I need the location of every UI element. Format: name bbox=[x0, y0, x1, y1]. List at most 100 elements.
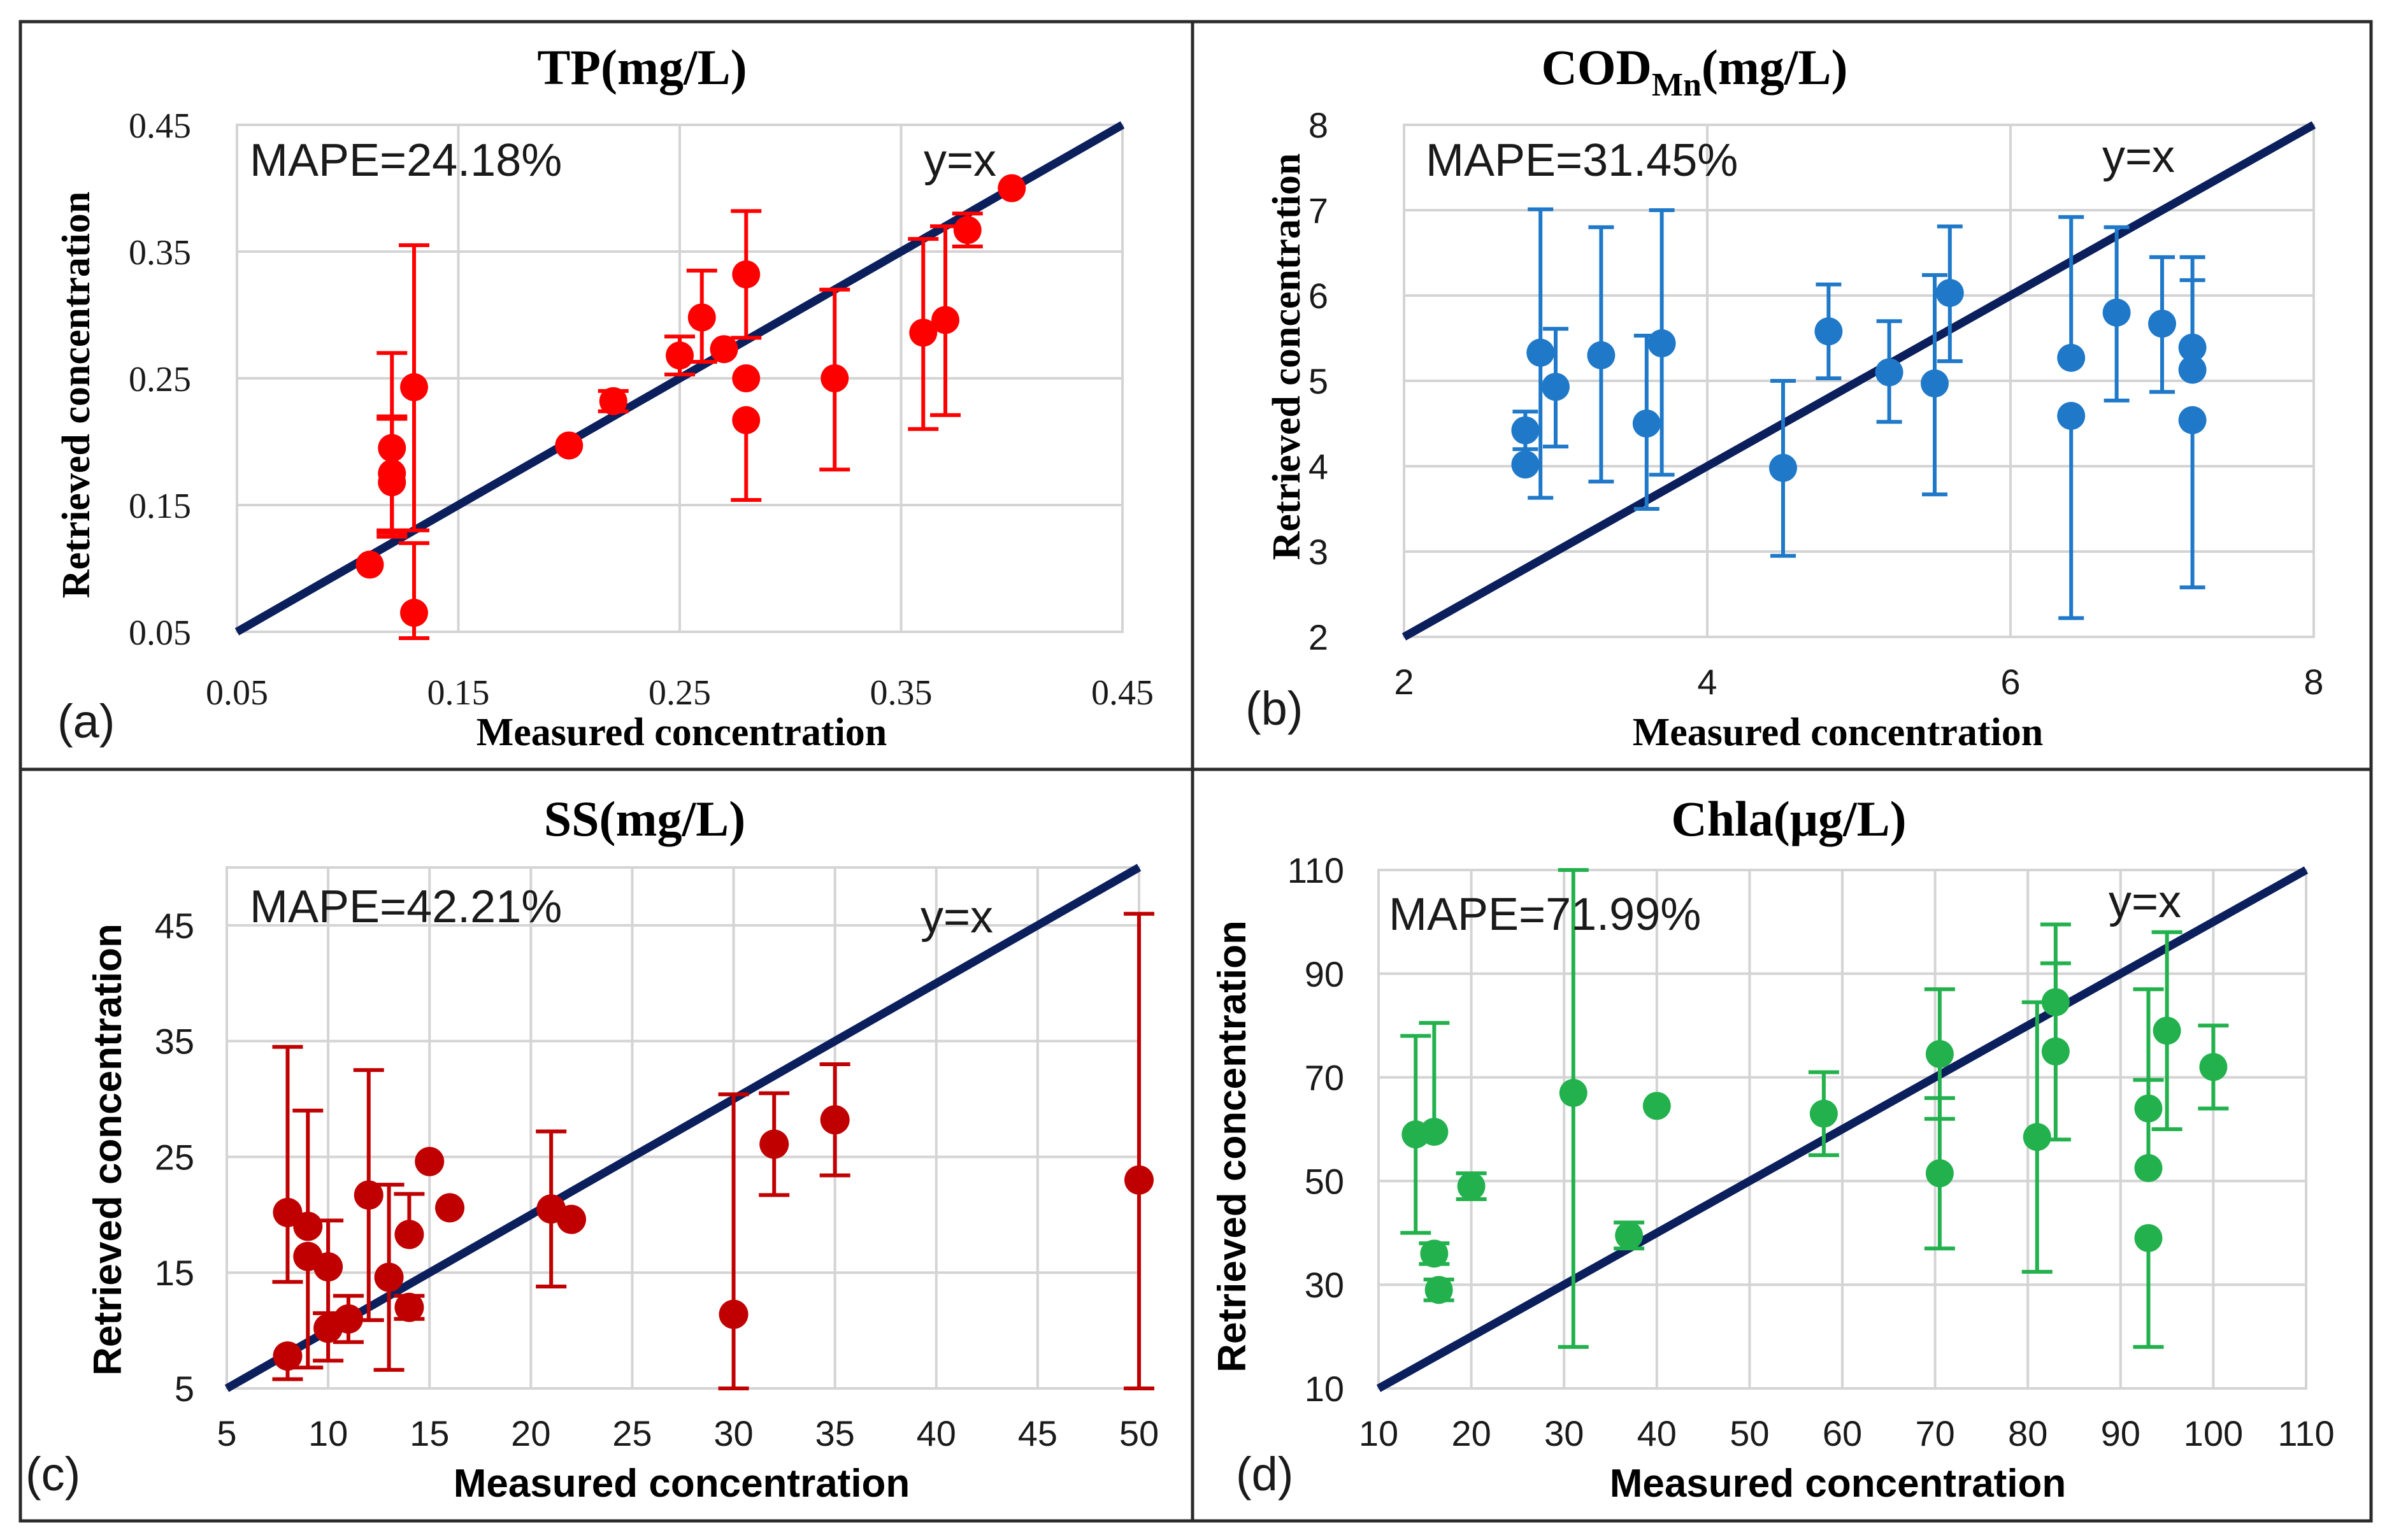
data-point bbox=[819, 287, 850, 472]
data-point bbox=[731, 209, 762, 340]
data-point-marker bbox=[556, 1204, 586, 1234]
y-tick-label: 3 bbox=[1308, 532, 1328, 572]
reference-line-label: y=x bbox=[924, 135, 996, 186]
x-tick-label: 0.15 bbox=[427, 673, 490, 713]
data-point-marker bbox=[2199, 1053, 2228, 1081]
x-tick-label: 50 bbox=[1730, 1413, 1769, 1453]
data-point bbox=[1921, 273, 1949, 497]
x-axis-label: Measured concentration bbox=[477, 711, 887, 754]
chart-title: Chla(μg/L) bbox=[1671, 791, 1906, 846]
x-tick-label: 100 bbox=[2184, 1413, 2243, 1453]
data-point-marker bbox=[1925, 1039, 1954, 1068]
data-point bbox=[1456, 1171, 1487, 1201]
data-point-marker bbox=[354, 1180, 383, 1210]
data-point bbox=[1647, 208, 1676, 477]
panel-letter: (b) bbox=[1245, 682, 1303, 735]
y-tick-label: 50 bbox=[1305, 1161, 1344, 1201]
data-point bbox=[399, 541, 429, 640]
reference-line-label: y=x bbox=[921, 892, 993, 943]
data-point bbox=[819, 1062, 850, 1178]
data-point-marker bbox=[2023, 1123, 2051, 1151]
y-tick-label: 8 bbox=[1308, 105, 1328, 145]
data-point bbox=[718, 1092, 749, 1390]
data-point-marker bbox=[355, 550, 384, 579]
panel-a: TP(mg/L) 0.05 0.15 0.25 0.35 0.45 0.05 0.15 0.… bbox=[55, 39, 1154, 754]
data-point bbox=[2133, 1078, 2164, 1183]
data-point-marker bbox=[2178, 406, 2207, 434]
x-tick-label: 90 bbox=[2101, 1413, 2140, 1453]
data-point-marker bbox=[1511, 416, 1540, 445]
data-point-marker bbox=[820, 1105, 850, 1135]
data-point-marker bbox=[759, 1129, 789, 1159]
y-tick-label: 4 bbox=[1308, 446, 1328, 487]
y-tick-label: 15 bbox=[155, 1253, 194, 1293]
x-axis-label: Measured concentration bbox=[454, 1462, 910, 1506]
panel-c: SS(mg/L) 5 10 15 20 25 30 35 40 45 50 5 15 25 35 45 M… bbox=[25, 791, 1159, 1506]
data-point-marker bbox=[2057, 401, 2086, 430]
data-point-marker bbox=[1420, 1239, 1449, 1268]
reference-line-label: y=x bbox=[2109, 876, 2181, 927]
data-point-marker bbox=[2134, 1154, 2163, 1183]
data-point-marker bbox=[909, 318, 938, 347]
chart-title: TP(mg/L) bbox=[537, 39, 747, 95]
data-point-marker bbox=[732, 406, 761, 434]
y-tick-label: 5 bbox=[175, 1369, 194, 1409]
x-tick-label: 2 bbox=[1394, 662, 1414, 702]
y-tick-label: 0.35 bbox=[129, 233, 191, 273]
data-point-marker bbox=[2041, 1037, 2070, 1066]
data-point-marker bbox=[719, 1299, 749, 1329]
data-point bbox=[710, 335, 738, 364]
data-point-marker bbox=[415, 1146, 445, 1176]
mape-label: MAPE=71.99% bbox=[1389, 889, 1701, 940]
x-tick-label: 80 bbox=[2008, 1413, 2047, 1453]
data-point-marker bbox=[1511, 450, 1540, 479]
y-tick-label: 0.15 bbox=[129, 487, 191, 526]
y-tick-label: 30 bbox=[1305, 1265, 1344, 1305]
y-tick-label: 0.05 bbox=[129, 613, 191, 653]
data-point-marker bbox=[1457, 1172, 1486, 1201]
data-point bbox=[686, 268, 717, 364]
data-point-marker bbox=[378, 468, 406, 497]
y-tick-label: 110 bbox=[1287, 850, 1344, 890]
data-point bbox=[1632, 333, 1661, 511]
data-point-marker bbox=[2148, 310, 2176, 338]
data-point bbox=[908, 237, 939, 431]
data-point-marker bbox=[313, 1252, 343, 1282]
data-point-marker bbox=[435, 1193, 465, 1223]
figure-frame bbox=[18, 20, 2373, 1523]
x-tick-label: 10 bbox=[308, 1413, 348, 1453]
data-point bbox=[1587, 225, 1616, 484]
data-point-marker bbox=[1921, 369, 1949, 398]
panel-d: Chla(μg/L) 10 20 30 40 50 60 70 80 90 100 110 10 30… bbox=[1210, 791, 2335, 1506]
data-point bbox=[1400, 1034, 1431, 1235]
data-point bbox=[1814, 282, 1843, 380]
data-point-marker bbox=[333, 1304, 363, 1334]
x-tick-label: 0.05 bbox=[206, 673, 268, 713]
data-point bbox=[598, 387, 629, 415]
data-point bbox=[2057, 215, 2086, 372]
data-point bbox=[1769, 379, 1797, 558]
y-equals-x-line bbox=[1376, 866, 2309, 1392]
y-tick-label: 90 bbox=[1305, 954, 1344, 994]
data-point bbox=[376, 417, 408, 535]
x-tick-label: 4 bbox=[1697, 662, 1717, 702]
data-point-marker bbox=[687, 303, 716, 332]
chart-title: SS(mg/L) bbox=[544, 791, 745, 846]
data-point-marker bbox=[599, 387, 627, 415]
data-point bbox=[1642, 1092, 1671, 1120]
data-point bbox=[394, 1292, 425, 1322]
data-point-marker bbox=[1424, 1276, 1453, 1304]
data-point-marker bbox=[1420, 1118, 1449, 1146]
data-point-marker bbox=[1559, 1079, 1588, 1108]
x-tick-label: 40 bbox=[917, 1413, 956, 1453]
data-point bbox=[399, 243, 429, 532]
data-point bbox=[394, 1192, 425, 1250]
data-point-marker bbox=[394, 1220, 424, 1250]
y-tick-label: 10 bbox=[1305, 1369, 1344, 1409]
data-point-marker bbox=[1875, 358, 1903, 387]
y-tick-label: 7 bbox=[1308, 190, 1328, 231]
chart-title: CODMn(mg/L) bbox=[1542, 39, 1848, 103]
data-point-marker bbox=[1925, 1159, 1954, 1188]
y-axis-label: Retrieved concentration bbox=[1210, 920, 1254, 1372]
y-tick-label: 2 bbox=[1308, 617, 1328, 657]
